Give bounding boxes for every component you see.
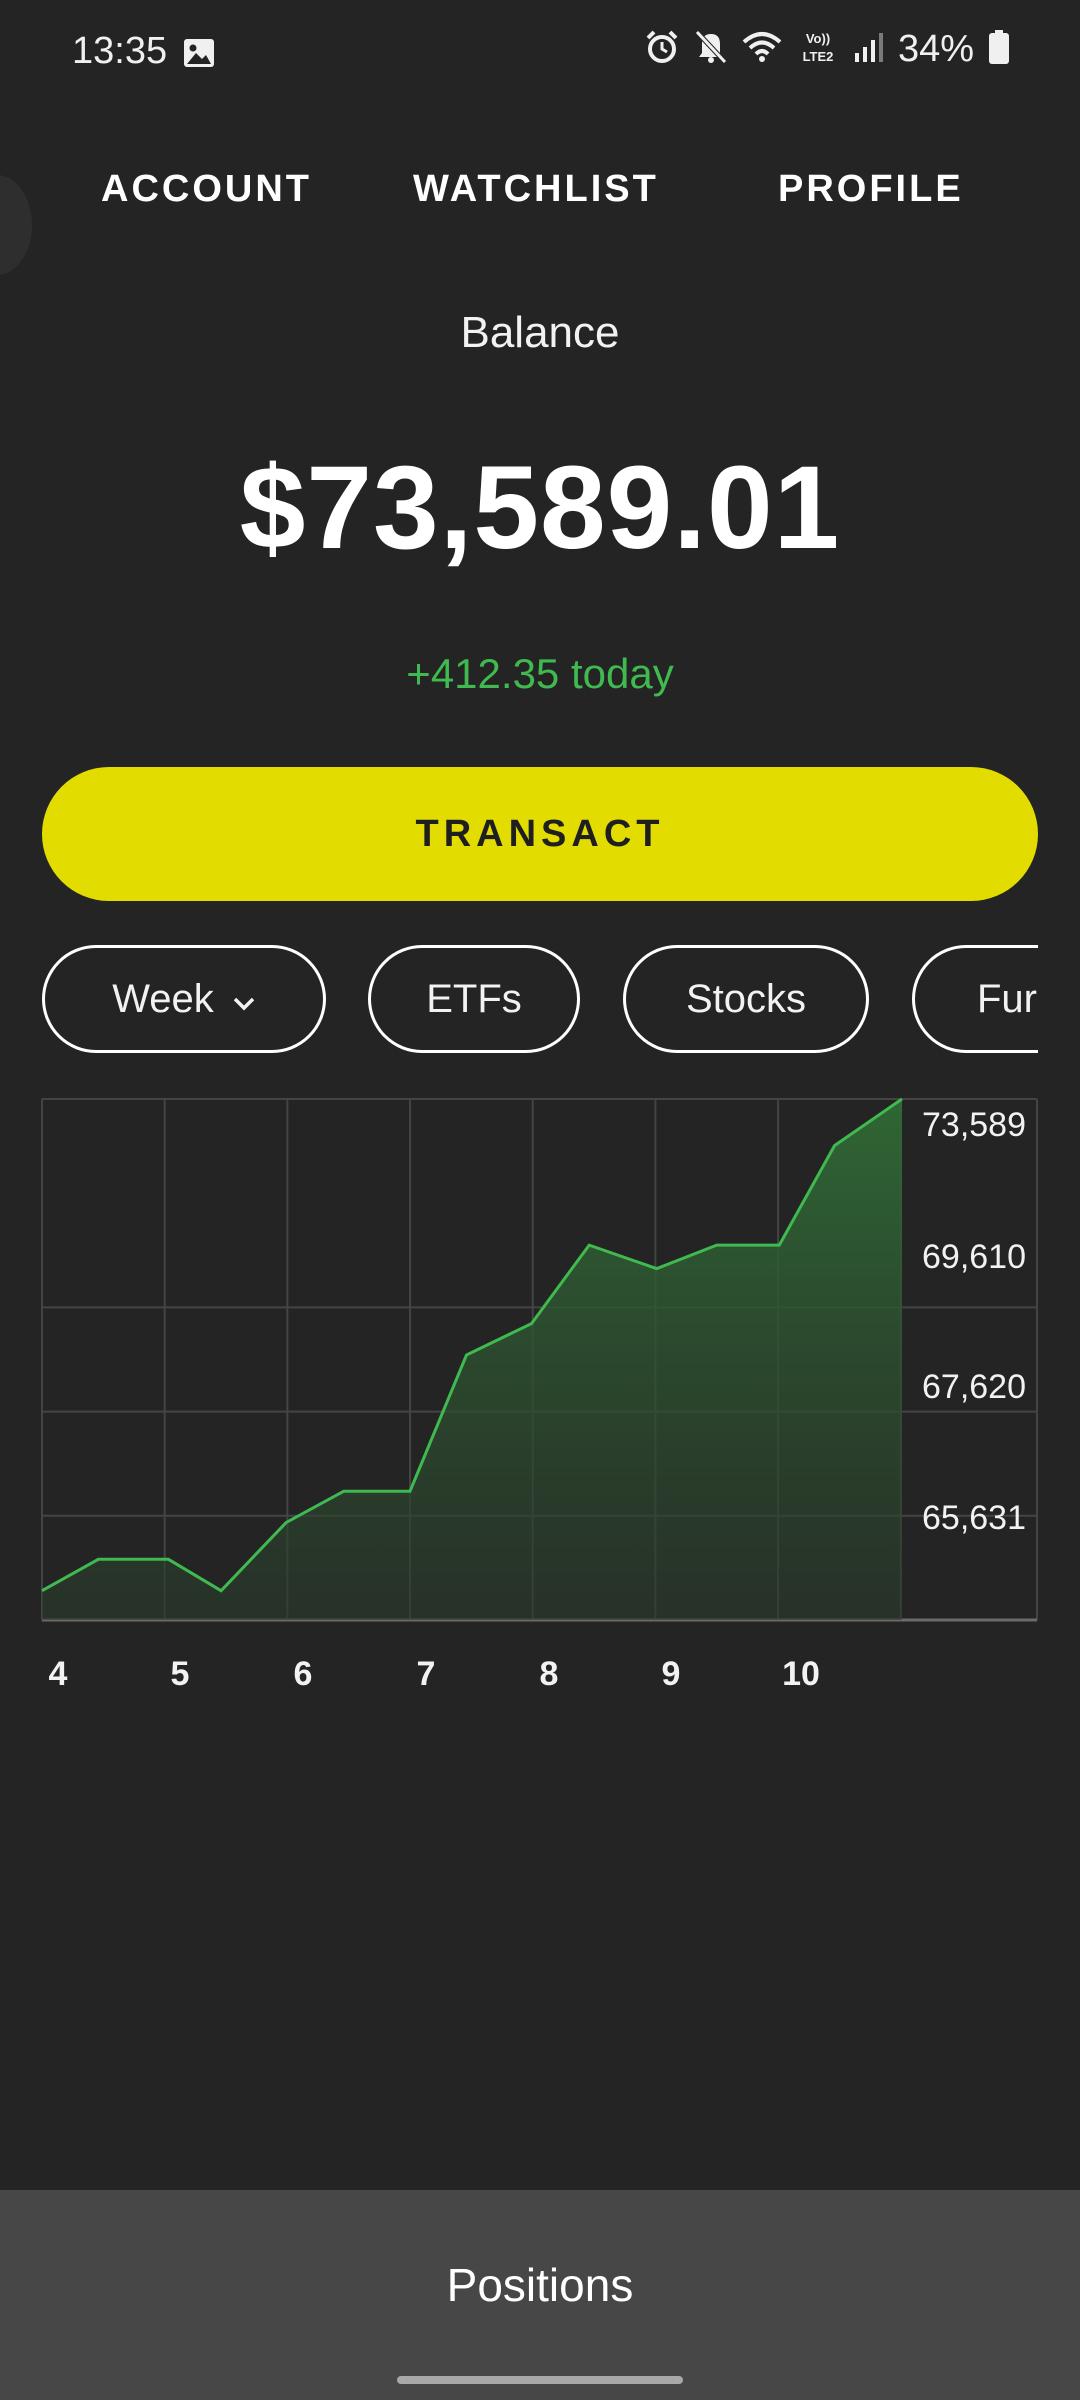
tab-profile[interactable]: PROFILE (778, 168, 964, 210)
tab-watchlist[interactable]: WATCHLIST (413, 168, 659, 210)
filter-chip-label: Week (112, 976, 214, 1021)
filter-chip-week[interactable]: Week (42, 945, 326, 1053)
gallery-icon (183, 38, 215, 73)
filter-chip-label: Stocks (685, 976, 807, 1021)
battery-percent: 34% (897, 28, 974, 70)
transact-button[interactable]: TRANSACT (42, 767, 1038, 901)
chart-line (41, 1097, 903, 1593)
filter-chip-label: Fur (977, 976, 1037, 1021)
x-tick-label: 4 (49, 1655, 68, 1693)
balance-chart: 73,589 69,610 67,620 65,631 4 5 6 7 8 9 10 (41, 1097, 1038, 1693)
balance-label: Balance (460, 308, 620, 357)
balance-change: +412.35 today (406, 650, 674, 697)
y-tick-label: 69,610 (922, 1238, 1026, 1276)
positions-tab[interactable]: Positions (446, 2259, 634, 2311)
filter-chip-label: ETFs (426, 976, 522, 1021)
battery-icon (988, 29, 1010, 70)
x-tick-label: 6 (294, 1655, 313, 1693)
mute-icon (694, 29, 728, 70)
filter-chip-stocks[interactable]: Stocks (623, 945, 869, 1053)
y-tick-label: 65,631 (922, 1499, 1026, 1537)
x-tick-label: 9 (662, 1655, 681, 1693)
chevron-down-icon (232, 977, 256, 1022)
x-tick-label: 10 (782, 1655, 820, 1693)
y-tick-label: 73,589 (922, 1106, 1026, 1144)
wifi-icon (742, 30, 782, 69)
y-tick-label: 67,620 (922, 1368, 1026, 1406)
tab-account[interactable]: ACCOUNT (101, 168, 312, 210)
x-tick-label: 7 (417, 1655, 436, 1693)
svg-text:Vo)): Vo)) (806, 31, 830, 46)
x-tick-label: 8 (540, 1655, 559, 1693)
home-indicator[interactable] (397, 2376, 683, 2384)
top-nav: ACCOUNT WATCHLIST PROFILE (0, 168, 1080, 228)
x-tick-label: 5 (171, 1655, 190, 1693)
status-bar: 13:35 (0, 0, 1080, 110)
bottom-bar: Positions (0, 2190, 1080, 2400)
chart-area (42, 1099, 902, 1620)
status-icons: Vo)) LTE2 34% (644, 28, 1010, 71)
status-time: 13:35 (72, 30, 168, 72)
filter-chips: Week ETFs Stocks Fur (42, 945, 1038, 1057)
balance-value: $73,589.01 (239, 442, 841, 574)
svg-text:LTE2: LTE2 (803, 49, 834, 64)
filter-chip-funds[interactable]: Fur (912, 945, 1038, 1053)
signal-icon (854, 31, 884, 68)
filter-chip-etfs[interactable]: ETFs (368, 945, 580, 1053)
volte-icon: Vo)) LTE2 (796, 29, 840, 70)
alarm-icon (644, 29, 680, 70)
